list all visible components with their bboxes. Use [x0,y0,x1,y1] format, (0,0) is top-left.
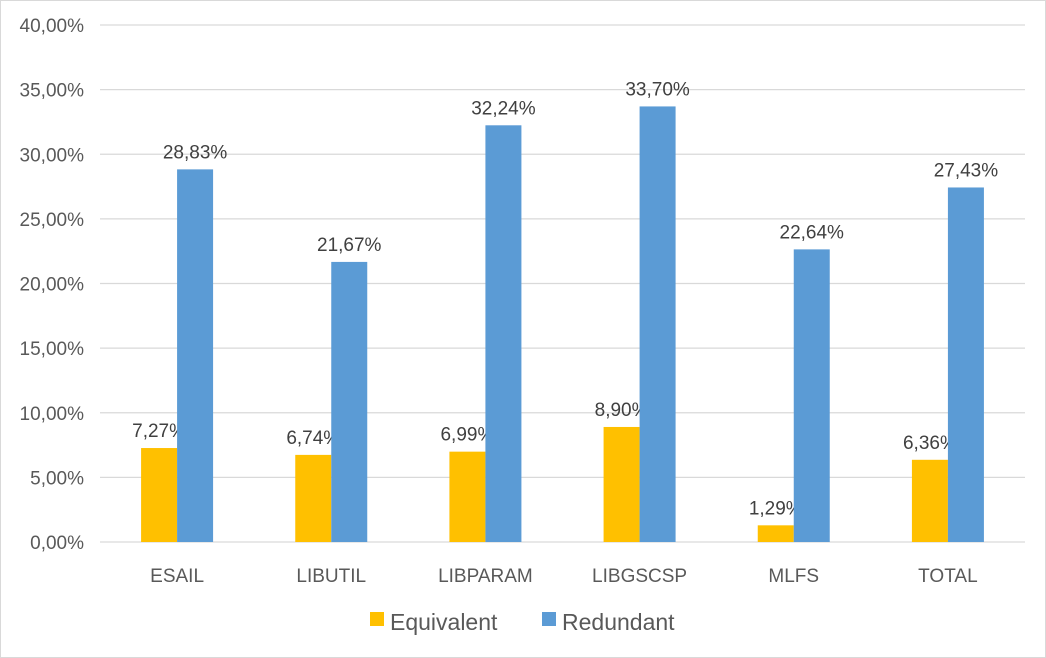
bar-redundant [639,106,676,543]
data-label: 7,27% [132,421,186,442]
legend-swatch-equivalent [370,612,384,626]
bar-redundant [947,187,984,542]
y-tick-label: 35,00% [20,81,85,102]
x-tick-label: ESAIL [150,566,204,587]
data-label: 27,43% [934,160,999,181]
bar-equivalent [603,426,640,542]
bar-redundant [331,261,368,542]
y-tick-label: 30,00% [20,145,85,166]
bar-equivalent [141,448,178,542]
y-tick-label: 25,00% [20,210,85,231]
bar-equivalent [911,459,948,542]
data-label: 22,64% [780,222,845,243]
x-tick-label: LIBUTIL [296,566,366,587]
y-tick-label: 5,00% [30,468,84,489]
y-tick-label: 0,00% [30,533,84,554]
bar-equivalent [449,451,486,542]
legend-swatch-redundant [542,612,556,626]
data-label: 8,90% [595,400,649,421]
data-label: 28,83% [163,142,228,163]
bar-redundant [485,125,522,542]
x-tick-label: TOTAL [918,566,977,587]
x-tick-label: MLFS [768,566,819,587]
y-tick-label: 20,00% [20,275,85,296]
data-label: 21,67% [317,235,382,256]
legend-label: Redundant [562,609,675,635]
data-label: 1,29% [749,498,803,519]
data-label: 6,74% [286,428,340,449]
x-tick-label: LIBPARAM [438,566,533,587]
data-label: 32,24% [471,98,536,119]
bar-equivalent [295,454,332,542]
data-label: 33,70% [625,79,690,100]
data-label: 6,36% [903,433,957,454]
x-tick-label: LIBGSCSP [592,566,687,587]
bar-equivalent [757,525,794,542]
y-tick-label: 10,00% [20,404,85,425]
legend-label: Equivalent [390,609,498,635]
y-tick-label: 15,00% [20,339,85,360]
bar-redundant [177,169,214,542]
y-tick-label: 40,00% [20,16,85,37]
bar-redundant [793,249,830,543]
data-label: 6,99% [440,425,494,446]
